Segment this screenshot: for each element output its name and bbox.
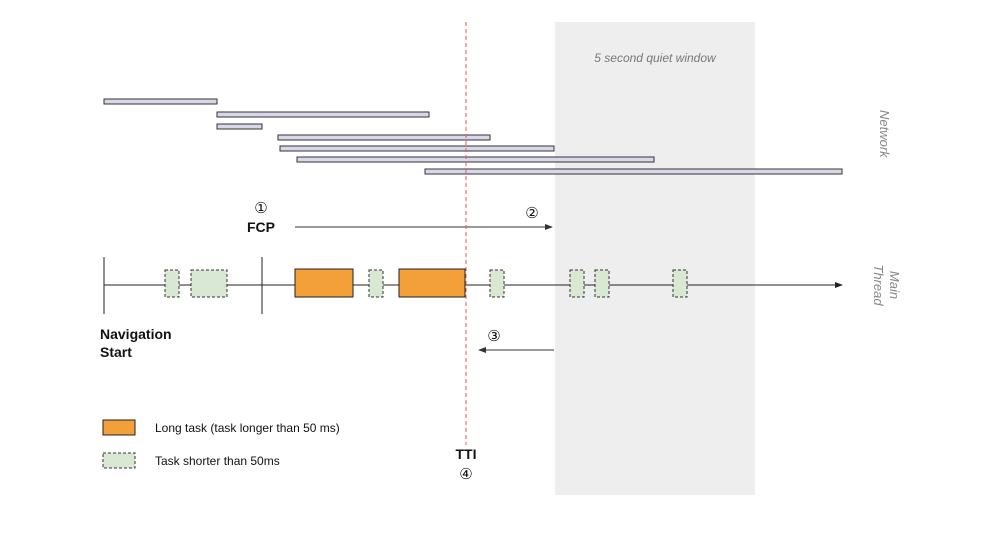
step3-arrowhead (478, 347, 486, 353)
short-task (672, 269, 688, 298)
step3-number: ③ (487, 327, 500, 345)
short-tasks (164, 269, 688, 298)
legend-short-task-label: Task shorter than 50ms (155, 454, 280, 468)
main-thread-label-line2: Thread (871, 264, 886, 306)
navigation-start-label-line2: Start (100, 344, 132, 360)
fcp-step-number: ① (254, 199, 267, 217)
tti-label: TTI (456, 446, 477, 462)
quiet-window (555, 22, 755, 495)
step2-number: ② (525, 204, 538, 222)
short-task (594, 269, 610, 298)
short-task (489, 269, 505, 298)
short-task (164, 269, 180, 298)
main-thread-arrowhead (835, 282, 843, 288)
fcp-label: FCP (247, 219, 275, 235)
network-request-bar (279, 145, 555, 152)
short-task (569, 269, 585, 298)
quiet-window-label: 5 second quiet window (594, 51, 717, 65)
network-request-bar (216, 123, 263, 130)
long-task (398, 268, 466, 298)
network-request-bar (277, 134, 491, 141)
legend-long-task-label: Long task (task longer than 50 ms) (155, 421, 340, 435)
main-thread-label-line1: Main (887, 271, 902, 299)
short-task (190, 269, 228, 298)
step2-arrowhead (545, 224, 553, 230)
navigation-start-label-line1: Navigation (100, 326, 172, 342)
legend-long-task-swatch (102, 419, 136, 436)
network-request-bar (424, 168, 843, 175)
tti-step-number: ④ (459, 465, 472, 483)
long-tasks (294, 268, 466, 298)
network-request-bar (296, 156, 655, 163)
short-task (368, 269, 384, 298)
long-task (294, 268, 354, 298)
network-label: Network (877, 110, 892, 159)
network-requests (103, 98, 843, 175)
network-request-bar (216, 111, 430, 118)
network-request-bar (103, 98, 218, 105)
legend-short-task-swatch (102, 452, 136, 469)
